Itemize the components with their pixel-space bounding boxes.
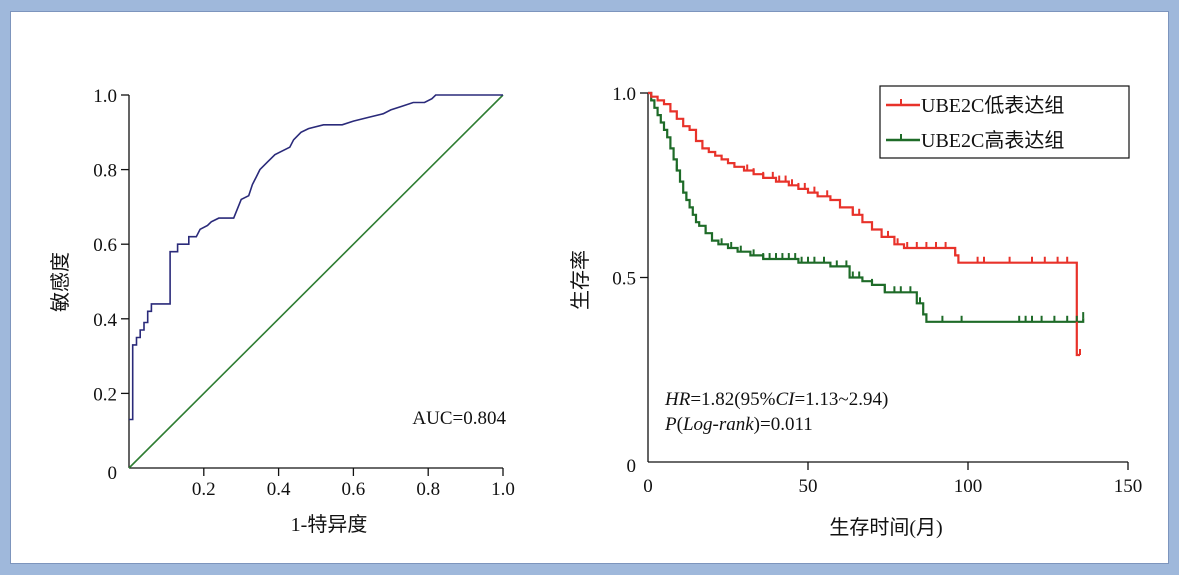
km-x-tick-label: 0 (643, 476, 653, 497)
legend-label-high: UBE2C高表达组 (921, 129, 1064, 152)
roc-y-tick-label: 0.2 (93, 384, 117, 405)
hr-part: =1.13~2.94) (794, 389, 888, 410)
roc-x-tick-label: 0.4 (267, 479, 291, 500)
p-part: ( (677, 414, 683, 435)
roc-x-tick-label: 1.0 (491, 479, 515, 500)
roc-x-tick-label: 0.2 (192, 479, 216, 500)
roc-axes (128, 95, 503, 469)
roc-x-tick-label: 0.8 (416, 479, 440, 500)
km-legend: UBE2C低表达组 UBE2C高表达组 (879, 85, 1130, 159)
km-origin-label: 0 (627, 456, 637, 477)
km-censor-marks-high (675, 164, 1085, 322)
km-p-annotation: P(Log-rank)=0.011 (664, 414, 813, 435)
figure-canvas: 0.2 0.4 0.6 0.8 1.0 0.2 0.4 0.6 0.8 1.0 0 AUC=0.80… (49, 84, 1142, 539)
roc-y-tick-label: 1.0 (93, 86, 117, 107)
figure-frame: 0.2 0.4 0.6 0.8 1.0 0.2 0.4 0.6 0.8 1.0 0 AUC=0.80… (10, 11, 1169, 564)
roc-ticks: 0.2 0.4 0.6 0.8 1.0 0.2 0.4 0.6 0.8 1.0 0 (93, 86, 515, 500)
roc-auc-annotation: AUC=0.804 (412, 408, 506, 429)
km-hr-annotation: HR=1.82(95%CI=1.13~2.94) (664, 389, 888, 410)
legend-box (879, 85, 1130, 159)
hr-part: =1.82(95% (690, 389, 775, 410)
p-part: )=0.011 (754, 414, 813, 435)
km-y-axis-label: 生存率 (569, 250, 592, 310)
roc-y-tick-label: 0.8 (93, 161, 117, 182)
roc-y-tick-label: 0.6 (93, 235, 117, 256)
p-part: Log-rank (682, 414, 754, 435)
hr-part: CI (775, 389, 796, 410)
km-y-tick-label: 1.0 (612, 84, 636, 105)
km-x-tick-label: 150 (1114, 476, 1143, 497)
roc-chart: 0.2 0.4 0.6 0.8 1.0 0.2 0.4 0.6 0.8 1.0 0 AUC=0.80… (49, 86, 515, 536)
roc-curve (129, 94, 503, 421)
roc-y-tick-label: 0.4 (93, 310, 117, 331)
hr-part: HR (664, 389, 691, 410)
roc-reference-line (128, 94, 504, 469)
km-y-tick-label: 0.5 (612, 269, 636, 290)
km-censor-marks-low (746, 164, 1081, 355)
roc-origin-label: 0 (108, 463, 118, 484)
km-x-tick-label: 100 (954, 476, 983, 497)
km-x-tick-label: 50 (799, 476, 818, 497)
roc-y-axis-label: 敏感度 (49, 252, 72, 312)
roc-x-axis-label: 1-特异度 (291, 513, 368, 536)
roc-x-tick-label: 0.6 (342, 479, 366, 500)
legend-label-low: UBE2C低表达组 (921, 94, 1064, 117)
km-x-axis-label: 生存时间(月) (829, 516, 942, 539)
km-ticks: 0 50 100 150 0.5 1.0 0 (612, 84, 1142, 497)
p-part: P (664, 414, 677, 435)
